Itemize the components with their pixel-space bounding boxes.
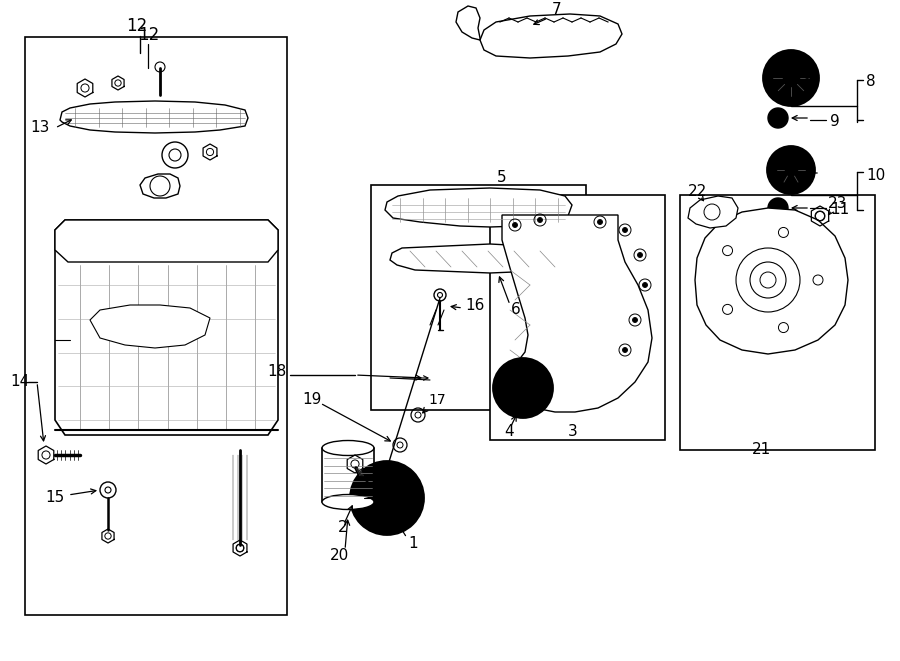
Circle shape — [643, 282, 647, 288]
Polygon shape — [456, 6, 480, 40]
Circle shape — [623, 227, 627, 233]
Circle shape — [763, 50, 819, 106]
Text: 11: 11 — [830, 202, 850, 217]
Polygon shape — [390, 244, 574, 273]
Text: 7: 7 — [552, 3, 562, 17]
Polygon shape — [688, 196, 738, 228]
Text: 12: 12 — [126, 17, 148, 36]
Polygon shape — [90, 305, 210, 348]
Text: 14: 14 — [10, 375, 29, 389]
Bar — [25, 37, 287, 615]
Ellipse shape — [322, 494, 374, 510]
Text: 23: 23 — [828, 196, 848, 212]
Text: 6: 6 — [511, 303, 521, 317]
Text: 17: 17 — [428, 393, 446, 407]
Circle shape — [512, 223, 517, 227]
Text: 3: 3 — [568, 424, 578, 440]
Text: 2: 2 — [338, 520, 347, 535]
Circle shape — [768, 198, 788, 218]
Polygon shape — [55, 220, 278, 262]
Circle shape — [637, 253, 643, 258]
Polygon shape — [695, 208, 848, 354]
Circle shape — [537, 217, 543, 223]
Text: 21: 21 — [752, 442, 771, 457]
Bar — [680, 195, 875, 450]
Text: 20: 20 — [330, 547, 349, 563]
Text: 19: 19 — [302, 393, 321, 407]
Text: 4: 4 — [504, 424, 514, 440]
Text: 8: 8 — [866, 75, 876, 89]
Polygon shape — [502, 215, 652, 412]
Text: 22: 22 — [688, 184, 707, 200]
Ellipse shape — [322, 440, 374, 455]
Circle shape — [768, 108, 788, 128]
Text: 5: 5 — [497, 171, 507, 186]
Text: 15: 15 — [45, 490, 64, 506]
Bar — [490, 195, 665, 440]
Text: 16: 16 — [465, 299, 484, 313]
Polygon shape — [55, 220, 278, 435]
Circle shape — [767, 146, 815, 194]
Circle shape — [350, 461, 424, 535]
Text: 12: 12 — [138, 26, 159, 44]
Bar — [371, 185, 586, 410]
Text: 10: 10 — [866, 167, 886, 182]
Circle shape — [623, 348, 627, 352]
Polygon shape — [385, 188, 572, 227]
Circle shape — [598, 219, 602, 225]
Text: 1: 1 — [408, 535, 418, 551]
Text: 13: 13 — [30, 120, 50, 136]
Polygon shape — [480, 14, 622, 58]
Text: 18: 18 — [267, 364, 286, 379]
Polygon shape — [140, 174, 180, 198]
Circle shape — [493, 358, 553, 418]
Text: 9: 9 — [830, 114, 840, 130]
Circle shape — [633, 317, 637, 323]
Polygon shape — [60, 101, 248, 133]
